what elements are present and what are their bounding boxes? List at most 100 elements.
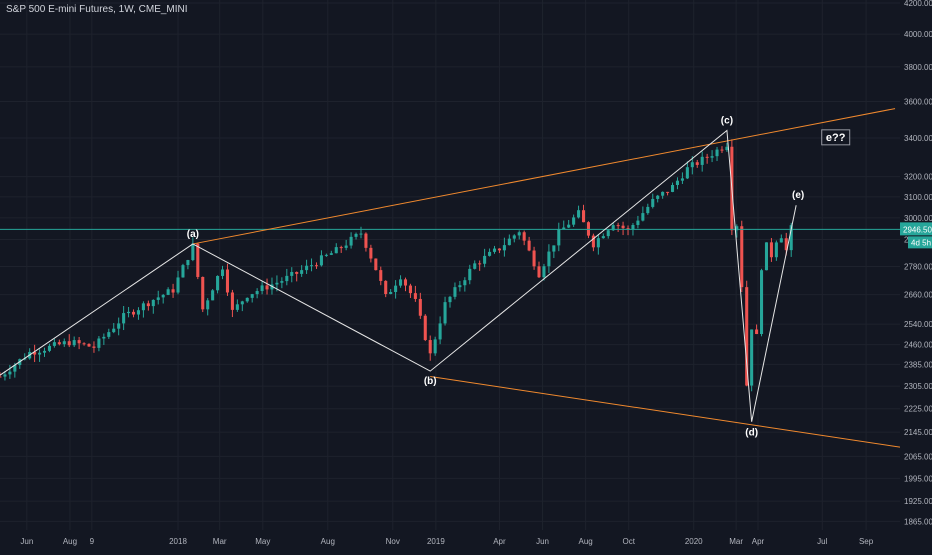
candle-body	[87, 343, 91, 347]
drawings[interactable]	[0, 108, 901, 448]
candle-body	[428, 340, 432, 354]
annotation-text: e??	[826, 132, 846, 144]
candle-body	[191, 243, 195, 261]
candle-body	[122, 313, 126, 324]
candle-body	[497, 248, 501, 251]
candle-body	[532, 250, 536, 267]
price-tick-label: 2225.00	[904, 405, 932, 414]
candle-body	[220, 269, 225, 276]
candle-body	[369, 247, 373, 259]
candle-body	[344, 245, 348, 248]
candle-body	[186, 260, 190, 266]
candle-body	[156, 297, 160, 300]
candle-body	[740, 226, 744, 288]
candle-body	[661, 191, 665, 196]
price-tick-label: 3000.00	[904, 214, 932, 223]
candle-body	[527, 240, 531, 251]
time-tick-label: Aug	[63, 537, 77, 546]
candle-body	[745, 287, 749, 386]
candle-body	[8, 371, 12, 375]
candle-body	[591, 235, 595, 248]
candle-body	[502, 245, 506, 251]
candle-body	[621, 225, 625, 229]
candle-body	[611, 225, 615, 231]
candle-body	[112, 328, 116, 333]
candle-body	[146, 303, 150, 307]
candle-body	[354, 233, 358, 237]
candle-body	[92, 346, 96, 348]
candle-body	[448, 296, 452, 303]
candle-body	[97, 338, 101, 348]
candle-body	[300, 270, 304, 274]
candle-body	[285, 275, 289, 282]
candle-body	[136, 310, 140, 315]
candle-body	[82, 343, 86, 345]
time-tick-label: May	[255, 537, 270, 546]
candle-body	[42, 350, 47, 353]
time-tick-label: 9	[90, 537, 95, 546]
price-tick-label: 2780.00	[904, 263, 932, 272]
candle-body	[250, 294, 254, 298]
candle-body	[572, 217, 576, 225]
price-tick-label: 2065.00	[904, 452, 932, 461]
candle-body	[666, 191, 670, 193]
price-tick-label: 2305.00	[904, 382, 932, 391]
candle-body	[577, 210, 581, 218]
candle-body	[789, 225, 793, 251]
candle-body	[151, 299, 155, 307]
price-tick-label: 3100.00	[904, 193, 932, 202]
candle-body	[433, 339, 437, 354]
candle-body	[606, 230, 610, 237]
candle-body	[67, 341, 71, 346]
candle-body	[102, 336, 106, 339]
time-tick-label: Aug	[579, 537, 593, 546]
annotation-box	[821, 129, 851, 146]
candle-body	[181, 265, 185, 278]
channel-trendline	[192, 108, 896, 245]
candle-body	[339, 247, 343, 249]
candle-body	[295, 272, 299, 274]
time-tick-label: Jul	[817, 537, 827, 546]
candle-body	[171, 289, 175, 293]
candle-body	[512, 235, 516, 239]
time-tick-label: Oct	[623, 537, 636, 546]
candles	[0, 139, 793, 392]
price-axis[interactable]: 1865.00 1925.00 1995.00 2065.00 2145.00 2225.…	[900, 0, 932, 550]
candle-body	[626, 228, 630, 230]
price-tick-label: 1995.00	[904, 474, 932, 483]
candle-body	[240, 301, 244, 305]
candle-body	[646, 206, 650, 214]
candle-body	[408, 285, 412, 294]
candle-body	[685, 167, 689, 179]
bar-countdown-tag	[908, 236, 932, 249]
candle-body	[47, 345, 51, 351]
candle-body	[57, 342, 61, 345]
candle-body	[131, 311, 136, 315]
candle-body	[695, 162, 699, 165]
candle-body	[552, 245, 556, 252]
candle-body	[675, 180, 680, 185]
candle-body	[255, 291, 259, 295]
time-axis[interactable]: Jun Aug 9 2018 Mar May Aug Nov 2019 Apr Jun Aug Oct 2…	[0, 530, 932, 550]
wave-label: (e)	[792, 190, 804, 201]
candle-body	[418, 298, 422, 316]
candle-body	[275, 282, 279, 285]
price-tick-label: 1925.00	[904, 497, 932, 506]
candle-body	[537, 266, 541, 278]
candle-body	[700, 156, 704, 165]
candle-body	[616, 225, 620, 227]
candle-body	[760, 270, 764, 335]
candle-body	[542, 266, 546, 278]
candle-body	[764, 242, 769, 271]
candle-body	[260, 285, 264, 292]
price-tick-label: 2385.00	[904, 360, 932, 369]
candle-body	[235, 304, 239, 310]
candle-body	[690, 162, 694, 168]
price-tick-label: 3600.00	[904, 97, 932, 106]
candle-body	[290, 272, 294, 276]
price-tick-label: 3800.00	[904, 63, 932, 72]
candle-body	[651, 198, 655, 207]
time-tick-label: Mar	[213, 537, 227, 546]
